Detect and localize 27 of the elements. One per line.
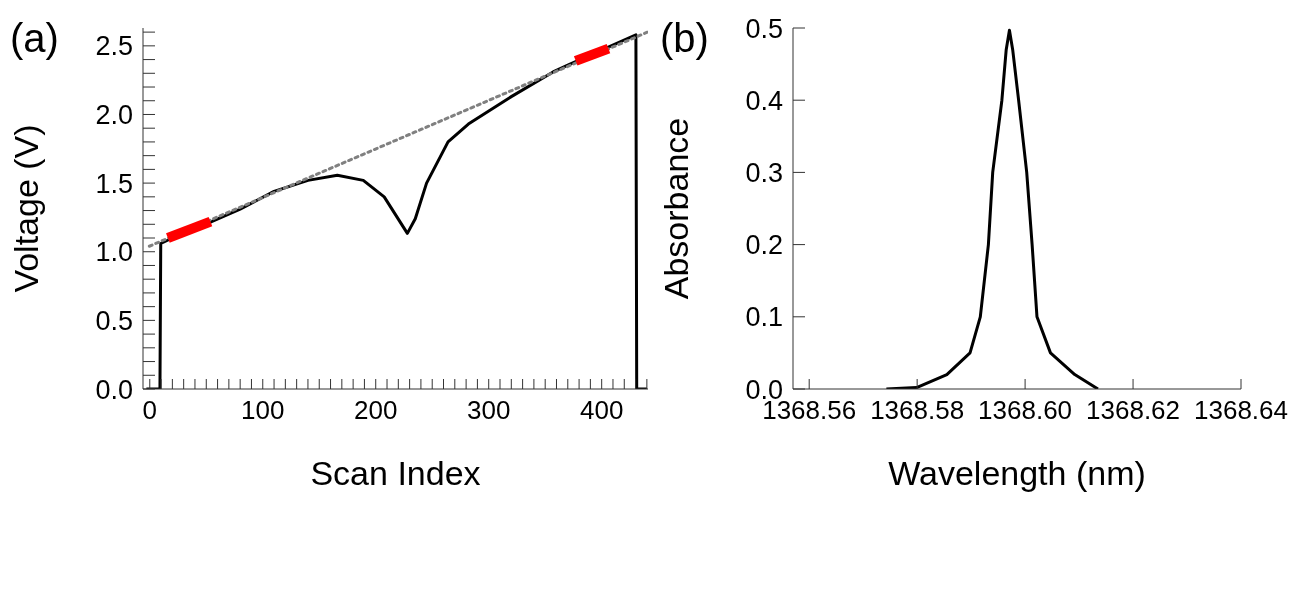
y-tick-label: 0.5 (745, 13, 783, 44)
x-tick-label: 1368.64 (1194, 395, 1288, 426)
text: (b) (660, 16, 709, 61)
y-axis-title: Voltage (V) (7, 124, 46, 293)
x-tick-label: 0 (142, 395, 158, 426)
y-tick-label: 0.5 (95, 305, 133, 336)
y-tick-label: 0.3 (745, 157, 783, 188)
y-tick-label: 0.0 (95, 374, 133, 405)
text: (a) (10, 16, 59, 61)
y-tick-label: 2.5 (95, 31, 133, 62)
y-axis-title: Absorbance (657, 117, 696, 300)
x-tick-label: 1368.60 (978, 395, 1073, 426)
x-tick-label: 300 (467, 395, 511, 426)
y-tick-label: 2.0 (95, 100, 133, 131)
y-tick-label: 0.4 (745, 85, 783, 116)
y-tick-label: 0.1 (745, 302, 783, 333)
x-axis-title: Wavelength (nm) (888, 454, 1146, 492)
y-tick-label: 1.5 (95, 168, 133, 199)
x-axis-title: Scan Index (310, 454, 481, 492)
x-tick-label: 1368.62 (1086, 395, 1181, 426)
x-tick-label: 200 (354, 395, 398, 426)
x-tick-label: 400 (579, 395, 624, 426)
x-tick-label: 1368.58 (870, 395, 965, 426)
y-tick-label: 0.2 (745, 230, 783, 261)
y-tick-label: 1.0 (95, 237, 133, 268)
line-series (884, 28, 1100, 389)
x-tick-label: 100 (241, 395, 285, 426)
